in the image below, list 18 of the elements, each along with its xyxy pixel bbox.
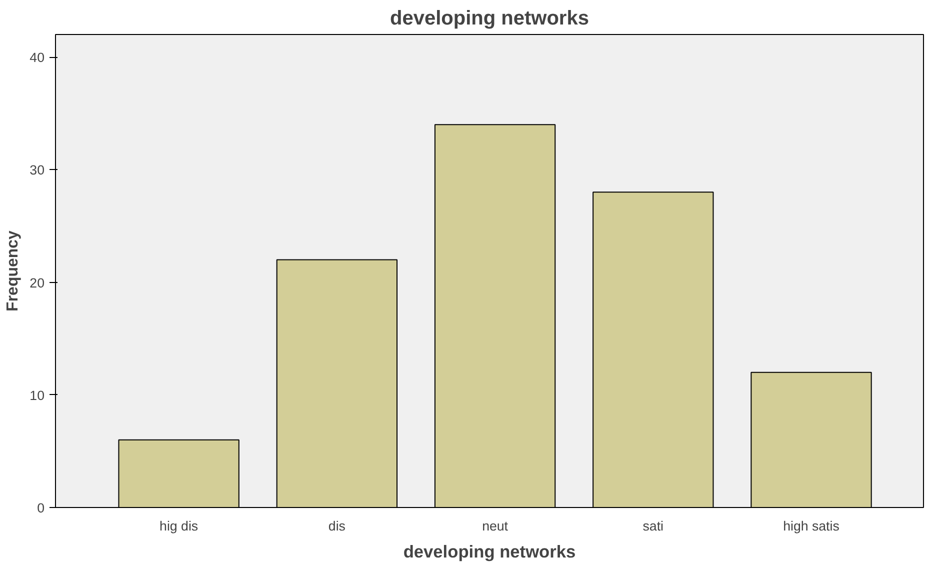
x-tick-label: hig dis (160, 518, 198, 534)
y-tick-label: 0 (37, 500, 45, 516)
bar (750, 372, 872, 508)
x-tick-label: sati (642, 518, 664, 534)
x-tick-label: high satis (783, 518, 840, 534)
bar (276, 259, 398, 508)
x-tick-label: neut (482, 518, 508, 534)
chart-title: developing networks (390, 8, 589, 30)
x-tick-label: dis (328, 518, 346, 534)
bar (434, 124, 556, 508)
bar (592, 192, 714, 508)
y-tick-label: 10 (30, 388, 45, 403)
y-tick-label: 30 (30, 162, 45, 178)
y-tick-label: 40 (30, 50, 45, 66)
x-axis-title: developing networks (403, 542, 576, 562)
y-tick-label: 20 (30, 275, 45, 290)
y-axis-title: Frequency (4, 230, 22, 312)
bar (118, 439, 240, 508)
